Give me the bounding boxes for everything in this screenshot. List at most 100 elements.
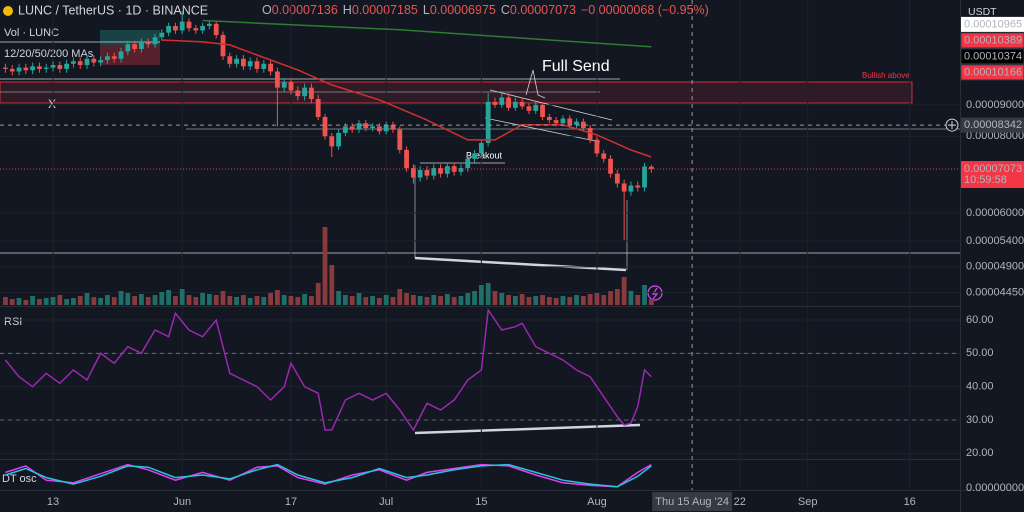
alert-icon[interactable] xyxy=(647,285,663,301)
volume-bar xyxy=(30,296,36,305)
volume-bar xyxy=(635,295,641,305)
volume-bar xyxy=(71,298,76,305)
volume-bar xyxy=(118,291,124,305)
candle-body xyxy=(57,65,63,69)
volume-bar xyxy=(540,295,545,305)
volume-bar xyxy=(587,294,593,305)
candle-body xyxy=(465,158,471,169)
candle-body xyxy=(594,139,600,154)
volume-bar xyxy=(383,295,389,305)
volume-bar xyxy=(574,295,579,305)
candle-body xyxy=(397,129,403,150)
add-alert-plus xyxy=(948,121,956,130)
volume-label[interactable]: Vol · LUNC xyxy=(4,27,59,39)
volume-bar xyxy=(512,296,518,305)
candle-body xyxy=(64,63,70,69)
volume-bar xyxy=(376,298,382,305)
symbol-logo xyxy=(3,6,13,16)
volume-bar xyxy=(213,295,219,305)
volume-bar xyxy=(594,293,600,305)
candle-body xyxy=(370,126,375,129)
ohlc-value: 0.00007136 xyxy=(272,3,338,17)
candle-body xyxy=(37,66,42,69)
candle-body xyxy=(635,185,641,188)
y-tick-label: 0.00000000 xyxy=(966,482,1024,494)
y-tick-label: 0.00004900 xyxy=(966,261,1024,273)
candle-body xyxy=(390,124,396,130)
candle-body xyxy=(200,25,206,31)
candle-body xyxy=(458,168,464,172)
volume-bar xyxy=(485,283,491,305)
candle-body xyxy=(431,168,437,176)
volume-bar xyxy=(234,297,240,305)
candle-body xyxy=(546,116,552,121)
volume-bar xyxy=(247,298,253,305)
y-tick-label: 0.00006000 xyxy=(966,207,1024,219)
candle-body xyxy=(3,67,8,69)
alert-bolt xyxy=(651,287,659,300)
y-tick-label: 30.00 xyxy=(966,414,994,426)
annotation: Bullish above xyxy=(862,71,910,80)
volume-bar xyxy=(37,299,42,305)
candle-body xyxy=(295,90,301,97)
candle-body xyxy=(247,61,253,67)
y-tick-label: 60.00 xyxy=(966,314,994,326)
arrow xyxy=(525,69,546,99)
candle-body xyxy=(274,71,280,88)
rsi-line xyxy=(4,307,652,432)
candle-body xyxy=(111,56,117,59)
osc-label[interactable]: DT osc xyxy=(2,473,37,485)
volume-bar xyxy=(533,296,539,305)
candle-body xyxy=(648,166,654,170)
price-tag xyxy=(960,32,1024,49)
ohlc-legend: O0.00007136 H0.00007185 L0.00006975 C0.0000… xyxy=(262,3,709,17)
volume-bar xyxy=(621,277,627,305)
volume-bar xyxy=(506,295,511,305)
price-tag-label: 0.00010374 xyxy=(964,50,1022,62)
candle-body xyxy=(580,121,586,129)
candle-body xyxy=(254,61,260,69)
candle-body xyxy=(193,28,199,31)
volume-bar xyxy=(105,295,110,305)
price-divergence xyxy=(414,256,627,272)
volume-bar xyxy=(356,293,362,305)
candle-body xyxy=(540,104,545,117)
candle-body xyxy=(118,51,124,59)
volume-bar xyxy=(268,293,273,305)
volume-bar xyxy=(139,294,144,305)
volume-bar xyxy=(193,297,199,305)
symbol-title[interactable]: LUNC / TetherUS · 1D · BINANCE xyxy=(18,3,208,17)
volume-bar xyxy=(444,294,450,305)
candle-body xyxy=(84,58,90,66)
volume-bar xyxy=(608,291,613,305)
x-tick-label: Aug xyxy=(587,496,607,508)
volume-bar xyxy=(329,265,335,305)
volume-bar xyxy=(207,294,212,305)
y-tick-label: 20.00 xyxy=(966,447,994,459)
candle-body xyxy=(240,58,246,67)
candle-body xyxy=(132,44,138,49)
candle-body xyxy=(376,126,382,132)
candle-body xyxy=(614,173,620,184)
volume-bar xyxy=(240,295,246,305)
candle-body xyxy=(23,67,29,71)
ohlc-value: 0.00007185 xyxy=(352,3,418,17)
ma-label[interactable]: 12/20/50/200 MAs xyxy=(4,48,94,60)
rsi-label[interactable]: RSI xyxy=(4,316,22,328)
price-tag xyxy=(960,48,1024,65)
volume-bar xyxy=(363,297,369,305)
volume-bar xyxy=(227,296,233,305)
volume-bar xyxy=(560,296,566,305)
candle-body xyxy=(642,166,647,188)
candle-body xyxy=(526,106,532,111)
moving-average xyxy=(202,19,652,48)
volume-bar xyxy=(628,291,634,305)
volume-bar xyxy=(349,296,355,305)
candle-body xyxy=(553,120,559,124)
volume-bar xyxy=(499,293,505,305)
candle-body xyxy=(98,60,104,63)
volume-bar xyxy=(145,297,151,305)
candle-body xyxy=(234,58,240,64)
moving-average xyxy=(161,39,652,158)
volume-bar xyxy=(390,297,396,305)
